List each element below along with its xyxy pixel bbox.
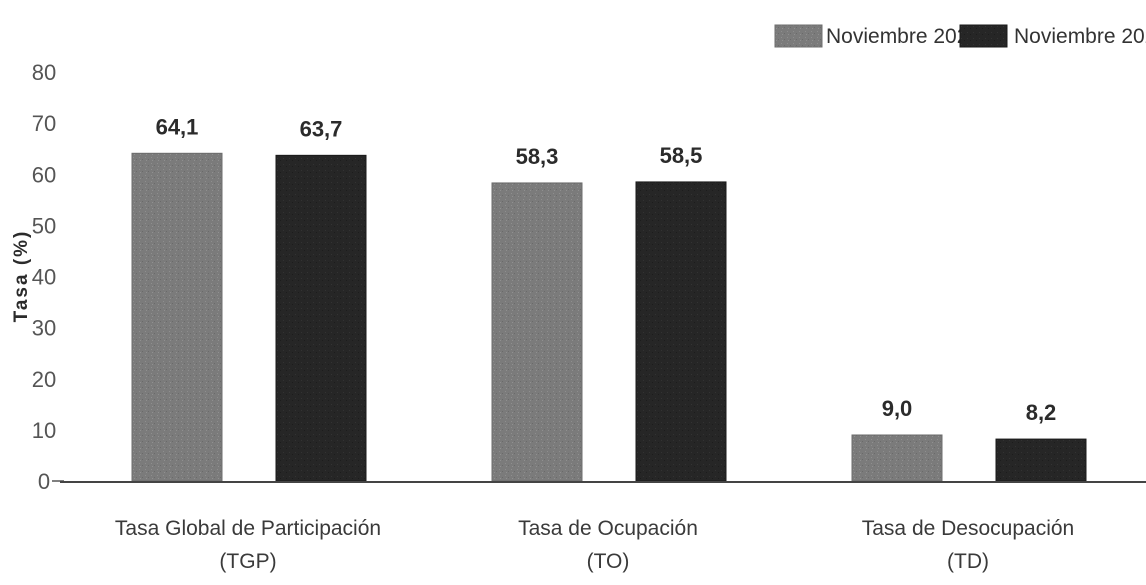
data-label: 63,7: [300, 116, 343, 141]
y-tick-label: 10: [32, 418, 56, 443]
legend-swatch-1: [959, 24, 1008, 48]
y-tick-label: 30: [32, 316, 56, 341]
y-tick-label: 20: [32, 367, 56, 392]
x-category-label: Tasa Global de Participación: [115, 517, 381, 540]
y-tick-label: 0: [38, 469, 50, 494]
y-tick-label: 80: [32, 60, 56, 85]
y-tick-label: 40: [32, 265, 56, 290]
bars: 64,1 58,3 9,0 63,7 58,5 8,2: [131, 114, 1087, 482]
y-tick-label: 60: [32, 162, 56, 187]
legend-swatch-0: [774, 24, 823, 48]
bar-0-1: [275, 154, 367, 482]
bar-2-1: [995, 438, 1087, 482]
y-tick-label: 50: [32, 213, 56, 238]
data-label: 64,1: [156, 114, 199, 139]
y-axis: Tasa (%) 0 10 20 30 40 50 60 70 80: [11, 60, 64, 494]
data-label: 58,5: [660, 143, 703, 168]
x-category-label: (TD): [947, 550, 989, 573]
data-label: 8,2: [1026, 400, 1057, 425]
data-label: 58,3: [516, 144, 559, 169]
legend: Noviembre 2023 Noviembre 2024: [774, 24, 1146, 48]
x-axis: Tasa Global de Participación (TGP) Tasa de…: [60, 481, 1146, 573]
x-category-label: (TGP): [219, 550, 276, 573]
x-category-label: Tasa de Desocupación: [862, 517, 1074, 540]
bar-2-0: [851, 434, 943, 482]
x-category-label: (TO): [587, 550, 630, 573]
bar-1-0: [491, 182, 583, 482]
x-category-label: Tasa de Ocupación: [518, 517, 698, 540]
legend-label: Noviembre 2023: [826, 25, 980, 48]
data-label: 9,0: [882, 396, 913, 421]
legend-label: Noviembre 2024: [1014, 25, 1146, 48]
bar-1-1: [635, 181, 727, 482]
y-axis-label: Tasa (%): [11, 230, 32, 323]
bar-0-0: [131, 152, 223, 482]
y-tick-label: 70: [32, 111, 56, 136]
